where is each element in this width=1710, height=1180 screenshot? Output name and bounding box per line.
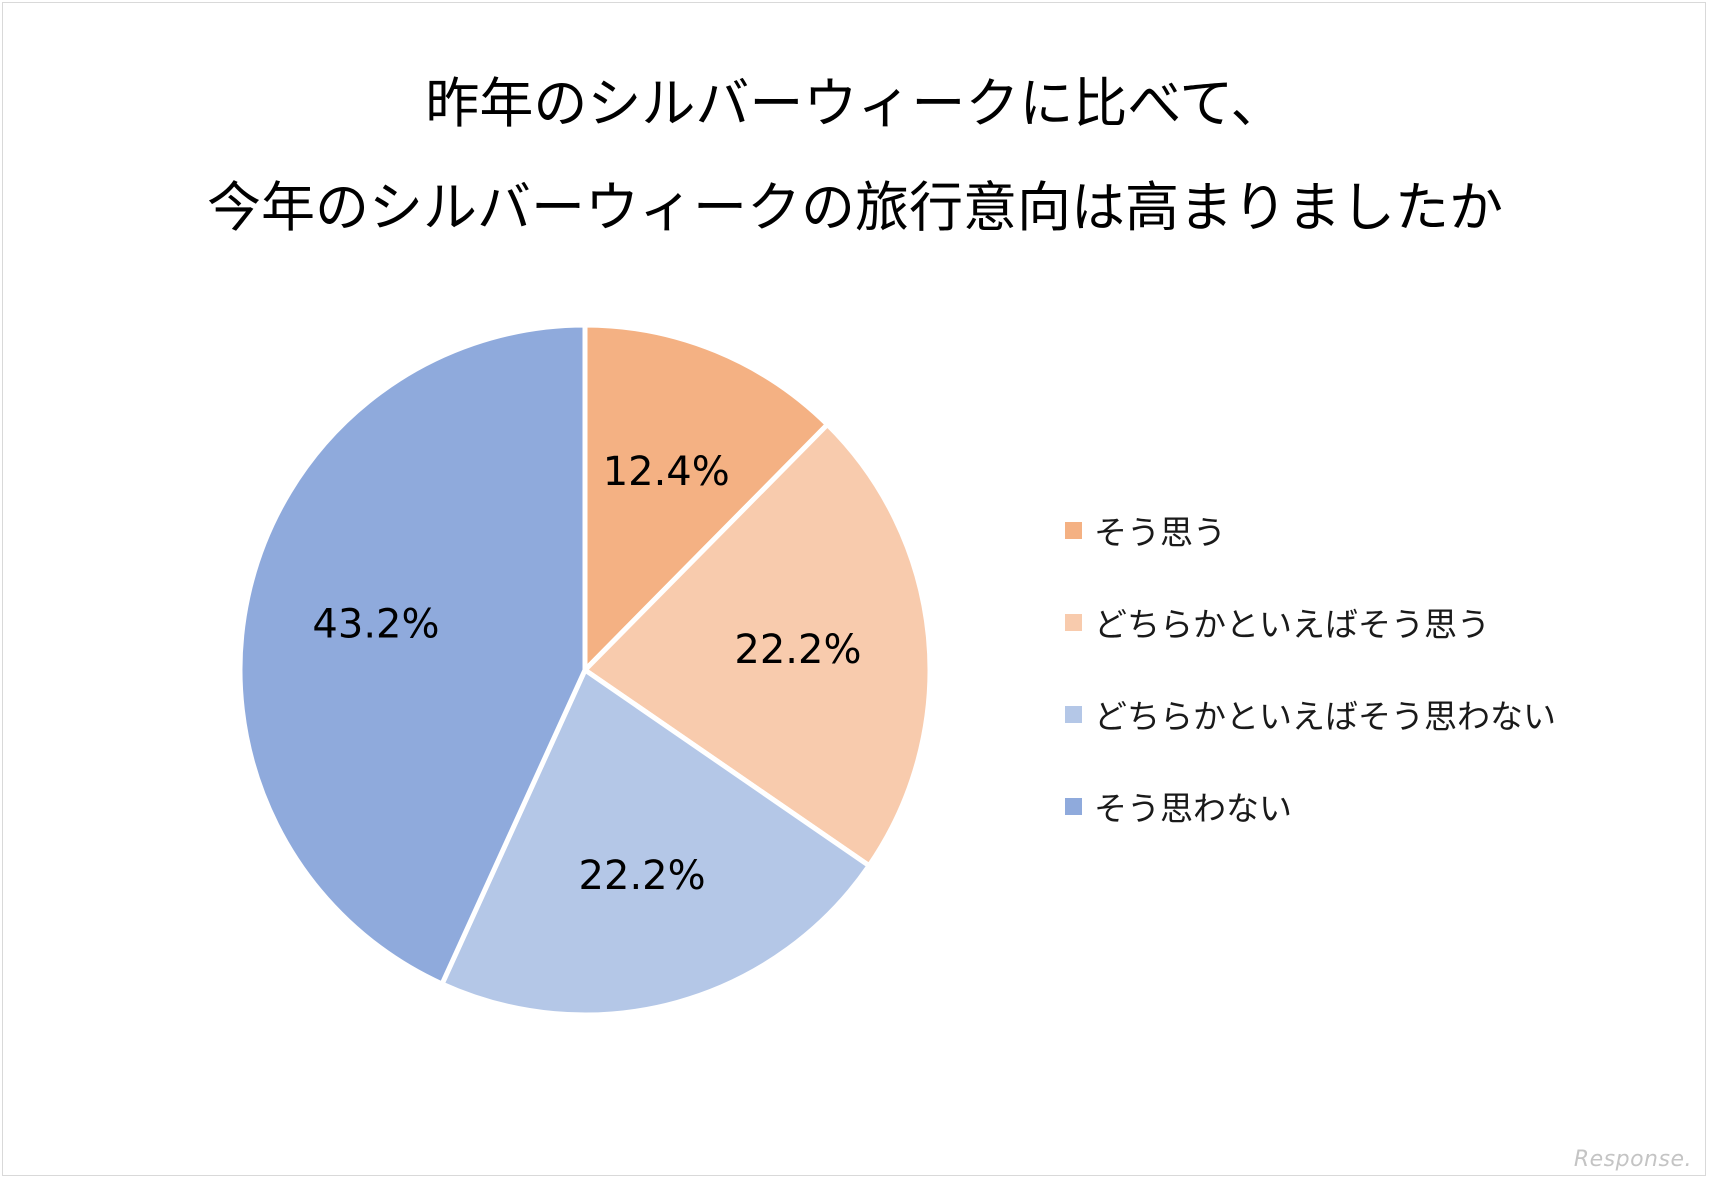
pie-slice-1 — [582, 322, 830, 673]
legend-item-4: そう思わない — [1065, 784, 1556, 828]
legend: そう思うどちらかといえばそう思うどちらかといえばそう思わない そう思わない — [1065, 508, 1556, 876]
data-label-1: 12.4% — [603, 449, 730, 495]
legend-item-3: どちらかといえばそう思わない — [1065, 692, 1556, 736]
data-label-4: 43.2% — [312, 602, 439, 648]
legend-label-2: どちらかといえばそう思う — [1094, 605, 1490, 644]
watermark-logo: Response. — [1573, 1147, 1692, 1172]
legend-swatch-1 — [1065, 521, 1082, 539]
pie-slice-3 — [439, 667, 872, 1018]
legend-swatch-2 — [1065, 613, 1082, 631]
legend-label-3: どちらかといえばそう思わない — [1094, 697, 1556, 736]
chart-title-line-2: 今年のシルバーウィークの旅行意向は高まりましたか — [207, 176, 1503, 239]
legend-label-1: そう思う — [1094, 513, 1226, 552]
chart-title: 昨年のシルバーウィークに比べて、 今年のシルバーウィークの旅行意向は高まりました… — [0, 52, 1710, 260]
legend-item-1: そう思う — [1065, 508, 1556, 552]
legend-item-2: どちらかといえばそう思う — [1065, 600, 1556, 644]
legend-swatch-3 — [1065, 705, 1082, 723]
data-label-2: 22.2% — [734, 627, 861, 673]
chart-title-line-1: 昨年のシルバーウィークに比べて、 — [425, 72, 1285, 135]
legend-swatch-4 — [1065, 797, 1082, 815]
pie-slice-4 — [237, 322, 588, 987]
legend-label-4: そう思わない — [1094, 789, 1292, 828]
pie-slice-2 — [582, 422, 933, 869]
data-label-3: 22.2% — [579, 853, 706, 899]
